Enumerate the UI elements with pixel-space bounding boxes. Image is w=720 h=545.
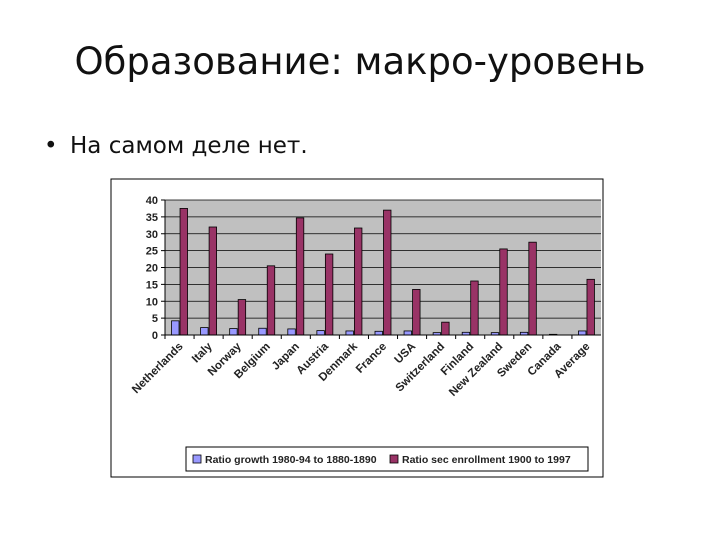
legend-swatch bbox=[389, 454, 399, 464]
y-tick-labels: 0 5 10 15 20 25 30 35 40 bbox=[146, 195, 165, 342]
bar-enrollment bbox=[324, 253, 334, 336]
bar-enrollment bbox=[354, 227, 363, 336]
bar-growth bbox=[200, 327, 209, 336]
legend-swatch bbox=[192, 454, 202, 464]
y-tick-label: 5 bbox=[152, 313, 158, 325]
bar-enrollment bbox=[179, 208, 188, 336]
bar-enrollment bbox=[295, 217, 305, 336]
bar-growth bbox=[316, 330, 325, 336]
y-tick-label: 35 bbox=[146, 212, 158, 224]
bar-growth bbox=[578, 330, 587, 336]
bar-enrollment bbox=[441, 321, 450, 336]
bullet-item: • На самом деле нет. bbox=[44, 133, 308, 159]
bar-enrollment bbox=[499, 248, 508, 336]
bar-enrollment bbox=[470, 280, 479, 336]
y-tick-label: 25 bbox=[146, 246, 158, 258]
gridlines bbox=[165, 199, 601, 319]
bullet-text: На самом деле нет. bbox=[70, 133, 308, 159]
y-tick-label: 0 bbox=[152, 330, 158, 342]
y-tick-label: 20 bbox=[146, 263, 158, 275]
legend-label: Ratio growth 1980-94 to 1880-1890 bbox=[205, 454, 377, 466]
bar-growth bbox=[229, 328, 238, 336]
bar-growth bbox=[258, 327, 267, 336]
bar-enrollment bbox=[586, 278, 595, 336]
y-tick-label: 30 bbox=[146, 229, 158, 241]
chart-legend: Ratio growth 1980-94 to 1880-1890 Ratio s… bbox=[185, 446, 589, 472]
bar-growth bbox=[171, 320, 180, 336]
legend-box bbox=[185, 446, 589, 472]
slide-title: Образование: макро-уровень bbox=[74, 40, 646, 83]
y-tick-label: 15 bbox=[146, 279, 158, 291]
y-tick-label: 40 bbox=[146, 195, 158, 207]
bar-enrollment bbox=[208, 226, 218, 336]
bar-enrollment bbox=[266, 265, 276, 336]
bars bbox=[171, 208, 595, 336]
bullet-dot: • bbox=[44, 133, 58, 159]
bar-enrollment bbox=[412, 289, 421, 336]
bar-growth bbox=[374, 330, 383, 336]
bar-enrollment bbox=[237, 299, 247, 336]
bar-growth bbox=[345, 330, 354, 336]
bar-enrollment bbox=[528, 241, 537, 336]
bar-growth bbox=[403, 330, 412, 336]
bar-growth bbox=[287, 328, 296, 336]
bar-enrollment bbox=[383, 209, 392, 336]
legend-label: Ratio sec enrollment 1900 to 1997 bbox=[402, 454, 571, 466]
y-tick-label: 10 bbox=[146, 296, 158, 308]
